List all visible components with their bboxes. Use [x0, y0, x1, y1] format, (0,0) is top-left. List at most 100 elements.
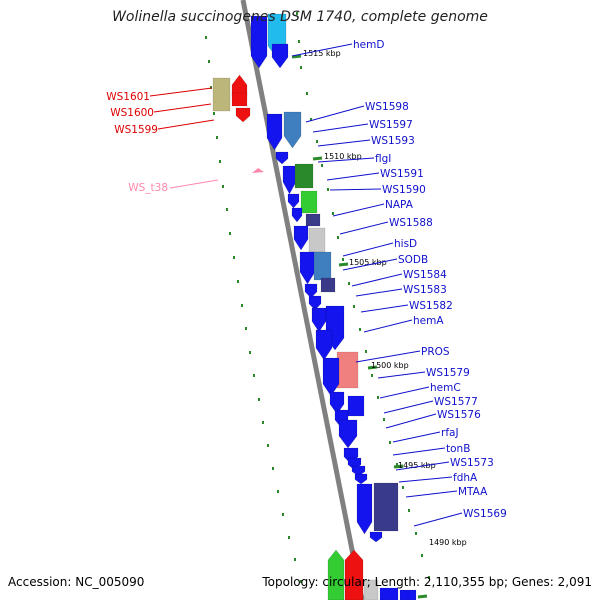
scale-tick-label: 1505 kbp: [349, 258, 387, 267]
callout-line: [169, 179, 219, 189]
callout-line: [332, 203, 385, 217]
guide-dot: [258, 398, 260, 401]
callout-line: [153, 103, 212, 113]
guide-dot: [245, 327, 247, 330]
scale-tick-label: 1515 kbp: [303, 49, 341, 58]
callout-line: [339, 221, 389, 235]
guide-dot: [216, 136, 218, 139]
gene-label: hemA: [413, 315, 444, 327]
gene-arrow: [369, 531, 383, 543]
guide-dot: [359, 328, 361, 331]
gene-label: WS1579: [426, 367, 470, 379]
gene-arrow: [329, 391, 345, 415]
callout-line: [149, 87, 213, 97]
gene-arrow: [275, 151, 289, 165]
gene-label: WS1598: [365, 101, 409, 113]
callout-line: [363, 319, 413, 333]
gene-label: WS1599: [114, 124, 158, 136]
guide-dot: [353, 305, 355, 308]
callout-line: [413, 512, 463, 527]
guide-dot: [389, 441, 391, 444]
gene-label: WS1588: [389, 217, 433, 229]
gene-arrow: [235, 107, 251, 123]
callout-line: [355, 288, 403, 297]
gene-arrow: [282, 165, 297, 195]
guide-dot: [237, 280, 239, 283]
guide-dot: [219, 160, 221, 163]
gene-label: WS1569: [463, 508, 507, 520]
guide-dot: [262, 421, 264, 424]
guide-dot: [277, 490, 279, 493]
guide-dot: [210, 86, 212, 89]
callout-line: [392, 447, 446, 456]
gene-box: [305, 213, 321, 227]
gene-label: WS1601: [106, 91, 150, 103]
gene-box: [320, 277, 336, 293]
guide-dot: [415, 532, 417, 535]
gene-label: WS1600: [110, 107, 154, 119]
callout-line: [392, 431, 441, 443]
gene-box: [294, 163, 314, 189]
callout-line: [342, 242, 394, 257]
guide-dot: [408, 509, 410, 512]
gene-box: [347, 395, 365, 417]
callout-line: [317, 157, 375, 163]
scale-tick: [367, 365, 378, 370]
gene-label: fdhA: [453, 472, 478, 484]
callout-line: [398, 476, 453, 483]
gene-box: [231, 92, 248, 107]
guide-dot: [288, 536, 290, 539]
gene-arrow: [354, 473, 368, 485]
gene-arrow: [250, 15, 268, 69]
gene-label: flgI: [375, 153, 391, 165]
guide-dot: [282, 513, 284, 516]
callout-line: [317, 139, 371, 147]
gene-box: [363, 579, 379, 600]
gene-box: [300, 190, 318, 214]
scale-tick: [393, 464, 404, 469]
scale-tick: [312, 156, 323, 161]
guide-dot: [267, 444, 269, 447]
callout-line: [360, 304, 409, 313]
gene-arrow: [304, 283, 318, 299]
guide-dot: [332, 212, 334, 215]
gene-arrow: [308, 295, 322, 311]
gene-label: tonB: [446, 443, 470, 455]
scale-tick: [291, 54, 302, 59]
gene-arrow: [351, 465, 366, 477]
callout-line: [379, 386, 430, 399]
guide-dot: [213, 112, 215, 115]
callout-line: [377, 371, 426, 379]
guide-dot: [348, 282, 350, 285]
callout-line: [312, 123, 369, 133]
callout-line: [351, 273, 403, 287]
guide-dot: [365, 350, 367, 353]
guide-dot: [337, 236, 339, 239]
guide-dot: [249, 351, 251, 354]
gene-label: WS_t38: [128, 182, 168, 194]
guide-dot: [306, 92, 308, 95]
gene-label: WS1573: [450, 457, 494, 469]
gene-arrow: [266, 113, 283, 151]
gene-label: WS1583: [403, 284, 447, 296]
genes-layer: [212, 13, 417, 600]
gene-box: [308, 227, 326, 253]
guide-dot: [428, 576, 430, 579]
guide-dot: [310, 118, 312, 121]
guide-dot: [272, 467, 274, 470]
gene-arrow: [356, 483, 373, 535]
gene-arrow: [338, 419, 358, 449]
gene-box: [399, 589, 417, 600]
gene-box: [379, 587, 399, 600]
gene-box: [313, 251, 332, 281]
gene-arrow: [315, 329, 333, 361]
callout-line: [329, 188, 382, 191]
gene-label: SODB: [398, 254, 428, 266]
gene-label: hemC: [430, 382, 461, 394]
callout-line: [385, 413, 437, 429]
gene-arrow: [327, 549, 345, 600]
gene-arrow: [291, 207, 303, 223]
callout-lines-layer: [149, 43, 463, 527]
gene-box: [336, 351, 359, 389]
scale-tick-label: 1495 kbp: [398, 461, 436, 470]
